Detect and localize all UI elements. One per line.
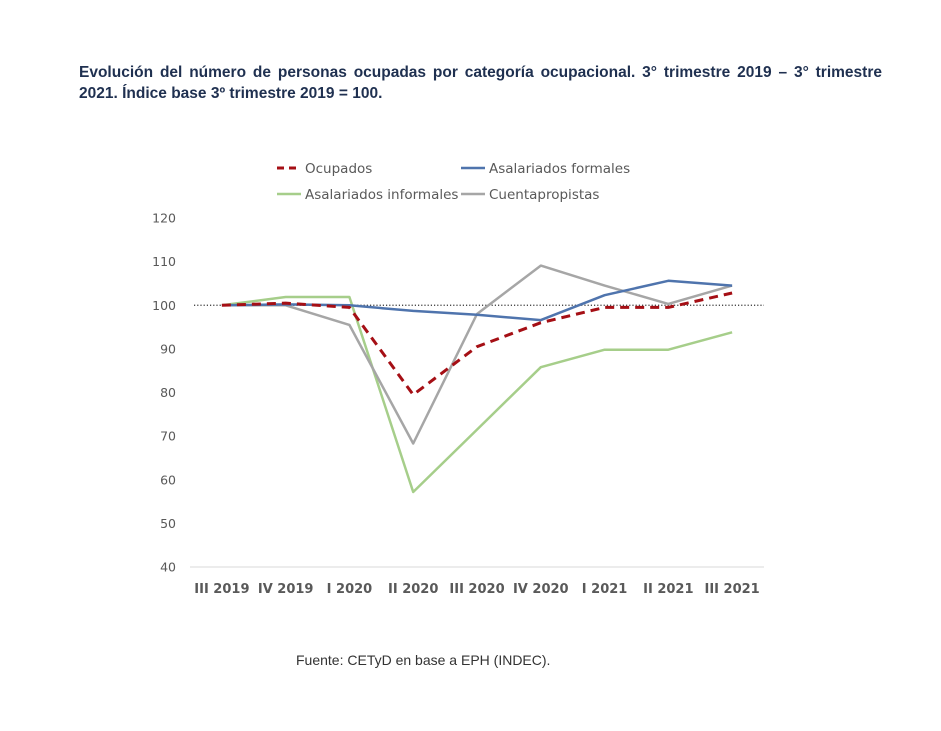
x-tick-label: IV 2020	[513, 582, 569, 597]
x-tick-label: I 2021	[582, 582, 628, 597]
series-line-cuentapropistas	[221, 264, 733, 445]
chart-legend: Ocupados Asalariados formales Asalariados …	[277, 161, 630, 203]
chart-title: Evolución del número de personas ocupada…	[79, 64, 882, 102]
chart-axes: 40 50 60 70 80 90 100 110 120 III 2019 IV 2019 I 20…	[152, 211, 764, 597]
x-tick-label: IV 2019	[258, 582, 314, 597]
y-tick-label: 100	[152, 298, 176, 313]
y-tick-label: 120	[152, 211, 176, 226]
x-tick-label: II 2021	[643, 582, 693, 597]
y-tick-label: 110	[152, 254, 176, 269]
x-tick-label: III 2021	[705, 582, 760, 597]
x-tick-label: III 2020	[449, 582, 504, 597]
series-line-asalariados-formales	[221, 279, 733, 322]
y-tick-label: 50	[160, 516, 176, 531]
y-tick-label: 80	[160, 385, 176, 400]
legend-label: Asalariados formales	[489, 161, 630, 177]
y-tick-label: 70	[160, 429, 176, 444]
series-line-ocupados	[221, 291, 733, 397]
chart-series	[221, 264, 733, 494]
y-tick-label: 60	[160, 472, 176, 487]
series-line-asalariados-informales	[221, 295, 733, 494]
legend-label: Cuentapropistas	[489, 187, 599, 203]
source-note: Fuente: CETyD en base a EPH (INDEC).	[296, 652, 551, 668]
y-tick-label: 90	[160, 341, 176, 356]
y-tick-label: 40	[160, 560, 176, 575]
x-tick-label: III 2019	[194, 582, 249, 597]
x-tick-label: I 2020	[327, 582, 373, 597]
x-tick-label: II 2020	[388, 582, 438, 597]
legend-label: Ocupados	[305, 161, 372, 177]
legend-label: Asalariados informales	[305, 187, 458, 203]
